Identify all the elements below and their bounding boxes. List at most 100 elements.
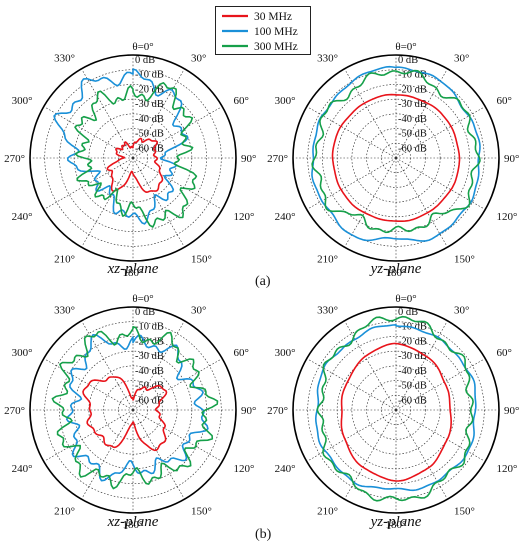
- grid-spoke-120: [395, 409, 486, 462]
- angle-tick-label: 30°: [191, 53, 206, 65]
- trace-300-mhz: [51, 326, 219, 490]
- angle-tick-label: 30°: [454, 53, 469, 65]
- plane-label: xz-plane: [107, 514, 159, 530]
- grid-spoke-300: [43, 106, 134, 159]
- angle-tick-label: 330°: [54, 305, 75, 317]
- angle-tick-label: 180°: [386, 267, 407, 279]
- angle-tick-label: 270°: [267, 153, 288, 165]
- angle-tick-label: 210°: [54, 505, 75, 517]
- grid-spoke-330: [344, 320, 397, 411]
- angle-tick-label: 150°: [191, 505, 212, 517]
- panel-label-b: (b): [255, 527, 272, 542]
- grid-spoke-30: [395, 320, 448, 411]
- angle-tick-label: 60°: [496, 347, 511, 359]
- angle-tick-label: 330°: [54, 53, 75, 65]
- radial-tick-label: -10 dB: [135, 70, 164, 81]
- radial-tick-label: -20 dB: [398, 84, 427, 95]
- angle-tick-label: 90°: [504, 405, 519, 417]
- radial-tick-label: -40 dB: [398, 366, 427, 377]
- grid-spoke-240: [306, 409, 397, 462]
- angle-tick-label: 240°: [12, 211, 33, 223]
- angle-tick-label: 120°: [496, 211, 517, 223]
- grid-spoke-150: [132, 409, 185, 500]
- angle-tick-label: 180°: [386, 519, 407, 531]
- trace-300-mhz: [74, 82, 198, 228]
- radial-tick-label: -40 dB: [135, 366, 164, 377]
- angle-tick-label: 240°: [12, 463, 33, 475]
- grid-ring-50: [366, 380, 426, 440]
- radial-tick-label: -50 dB: [398, 129, 427, 140]
- grid-ring-40: [88, 365, 178, 455]
- trace-30-mhz: [82, 376, 168, 452]
- radial-tick-label: 0 dB: [398, 55, 418, 66]
- angle-tick-label: 150°: [454, 505, 475, 517]
- radial-tick-label: -60 dB: [135, 143, 164, 154]
- angle-tick-label: 90°: [241, 405, 256, 417]
- angle-tick-label: 330°: [317, 53, 338, 65]
- radial-tick-label: 0 dB: [135, 55, 155, 66]
- grid-ring-10: [44, 321, 222, 499]
- angle-tick-label: θ=0°: [132, 293, 153, 305]
- trace-30-mhz: [106, 137, 164, 193]
- trace-300-mhz: [311, 69, 481, 234]
- radial-tick-label: -60 dB: [398, 143, 427, 154]
- angle-tick-label: 270°: [4, 405, 25, 417]
- trace-30-mhz: [331, 93, 461, 222]
- grid-spoke-30: [132, 68, 185, 159]
- angle-tick-label: 30°: [454, 305, 469, 317]
- grid-spoke-150: [132, 157, 185, 248]
- grid-ring-40: [351, 113, 441, 203]
- radial-tick-label: -30 dB: [135, 351, 164, 362]
- radial-tick-label: -50 dB: [135, 381, 164, 392]
- angle-tick-label: θ=0°: [395, 293, 416, 305]
- radial-tick-label: -20 dB: [135, 84, 164, 95]
- legend: 30 MHz 100 MHz 300 MHz: [215, 6, 311, 55]
- plane-label: yz-plane: [369, 261, 422, 277]
- radial-tick-label: 0 dB: [398, 307, 418, 318]
- radial-tick-label: -60 dB: [398, 395, 427, 406]
- angle-tick-label: 150°: [191, 253, 212, 265]
- grid-spoke-240: [43, 409, 134, 462]
- angle-tick-label: 240°: [275, 211, 296, 223]
- grid-spoke-60: [132, 106, 223, 159]
- radial-tick-label: -60 dB: [135, 395, 164, 406]
- grid-spoke-60: [132, 358, 223, 411]
- radial-tick-label: -30 dB: [398, 351, 427, 362]
- angle-tick-label: 240°: [275, 463, 296, 475]
- angle-tick-label: 300°: [12, 95, 33, 107]
- grid-ring-10: [307, 69, 485, 247]
- radial-tick-label: -20 dB: [135, 336, 164, 347]
- grid-spoke-30: [395, 68, 448, 159]
- radial-tick-label: -50 dB: [398, 381, 427, 392]
- angle-tick-label: 300°: [275, 95, 296, 107]
- radial-tick-label: -30 dB: [135, 99, 164, 110]
- grid-spoke-210: [344, 157, 397, 248]
- angle-tick-label: 300°: [12, 347, 33, 359]
- radial-tick-label: -30 dB: [398, 99, 427, 110]
- radial-tick-label: -40 dB: [135, 114, 164, 125]
- grid-ring-20: [322, 336, 470, 484]
- angle-tick-label: 90°: [504, 153, 519, 165]
- grid-ring-40: [351, 365, 441, 455]
- radial-tick-label: -10 dB: [398, 70, 427, 81]
- plane-label: xz-plane: [107, 261, 159, 277]
- angle-tick-label: 30°: [191, 305, 206, 317]
- trace-30-mhz: [340, 342, 452, 482]
- grid-ring-20: [322, 84, 470, 232]
- grid-spoke-120: [132, 157, 223, 210]
- angle-tick-label: 270°: [4, 153, 25, 165]
- grid-spoke-150: [395, 157, 448, 248]
- angle-tick-label: 120°: [233, 463, 254, 475]
- grid-spoke-330: [344, 68, 397, 159]
- grid-spoke-150: [395, 409, 448, 500]
- angle-tick-label: 90°: [241, 153, 256, 165]
- angle-tick-label: 210°: [54, 253, 75, 265]
- grid-ring-50: [366, 128, 426, 188]
- grid-spoke-120: [132, 409, 223, 462]
- polar-plot-b-yz: 0 dB-10 dB-20 dB-30 dB-40 dB-50 dB-60 dB…: [267, 293, 519, 531]
- angle-tick-label: 180°: [123, 519, 144, 531]
- radial-tick-label: -10 dB: [135, 322, 164, 333]
- angle-tick-label: 150°: [454, 253, 475, 265]
- angle-tick-label: θ=0°: [395, 41, 416, 53]
